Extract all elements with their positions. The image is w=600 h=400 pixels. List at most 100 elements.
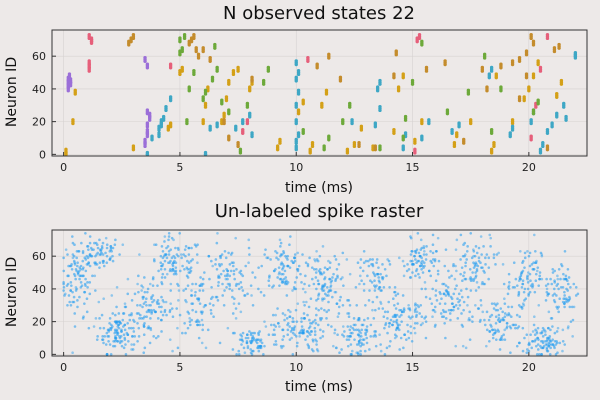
spike-point <box>315 299 318 302</box>
spike-point <box>186 284 190 287</box>
spike-point <box>237 287 241 291</box>
spike-point <box>459 289 463 292</box>
spike-point <box>532 267 535 271</box>
spike-point <box>346 344 350 348</box>
spike-point <box>118 335 121 338</box>
spike-point <box>519 249 522 253</box>
spike-point <box>264 248 267 251</box>
spike-point <box>334 346 338 350</box>
spike-point <box>93 274 97 278</box>
spike-point <box>433 258 437 261</box>
spike-point <box>184 254 187 258</box>
spike-point <box>536 343 540 346</box>
spike-point <box>230 261 234 265</box>
spike-point <box>127 326 131 330</box>
spike-point <box>564 114 568 119</box>
spike-point <box>543 339 547 343</box>
spike-point <box>259 339 262 343</box>
spike-point <box>148 282 152 286</box>
spike-point <box>152 308 156 312</box>
spike-point <box>396 85 401 89</box>
spike-point <box>157 269 160 273</box>
spike-point <box>281 272 285 276</box>
spike-point <box>132 326 135 330</box>
spike-point <box>316 297 320 301</box>
spike-point <box>469 289 473 292</box>
spike-point <box>521 279 525 283</box>
spike-point <box>523 251 527 255</box>
spike-point <box>303 282 306 286</box>
spike-point <box>548 353 552 356</box>
spike-point <box>290 336 293 340</box>
spike-point <box>201 277 205 281</box>
spike-point <box>408 308 412 312</box>
spike-point <box>115 305 118 309</box>
spike-point <box>76 264 79 268</box>
spike-point <box>274 249 277 253</box>
spike-point <box>535 259 538 263</box>
spike-point <box>367 264 371 268</box>
spike-point <box>291 289 294 292</box>
spike-point <box>362 282 366 286</box>
spike-point <box>399 336 403 340</box>
spike-point <box>469 231 473 235</box>
spike-point <box>194 245 198 248</box>
spike-point <box>555 294 558 297</box>
spike-point <box>140 284 143 287</box>
spike-point <box>307 284 311 287</box>
spike-point <box>305 300 308 304</box>
spike-point <box>194 282 198 286</box>
spike-point <box>498 320 502 323</box>
spike-point <box>227 134 231 138</box>
spike-point <box>538 277 541 281</box>
spike-point <box>162 300 166 304</box>
spike-point <box>549 317 553 320</box>
spike-point <box>539 251 543 255</box>
spike-point <box>137 274 140 278</box>
spike-point <box>515 344 519 348</box>
spike-point <box>515 313 519 317</box>
spike-point <box>141 297 145 301</box>
spike-point <box>422 261 426 265</box>
spike-point <box>507 285 510 289</box>
spike-point <box>523 336 526 340</box>
spike-point <box>566 267 570 271</box>
spike-point <box>237 353 241 356</box>
spike-point <box>567 299 570 302</box>
spike-point <box>123 336 127 340</box>
spike-point <box>397 256 401 260</box>
spike-point <box>495 253 499 256</box>
spike-point <box>267 284 271 287</box>
spike-point <box>555 339 558 343</box>
spike-point <box>169 282 173 286</box>
spike-point <box>286 258 289 261</box>
spike-point <box>138 313 142 317</box>
spike-point <box>269 258 272 261</box>
spike-point <box>458 303 462 307</box>
spike-point <box>328 266 332 269</box>
spike-point <box>161 249 165 253</box>
spike-point <box>385 274 388 278</box>
spike-point <box>105 243 109 247</box>
spike-point <box>454 264 457 268</box>
spike-point <box>526 249 529 253</box>
spike-point <box>161 299 165 302</box>
spike-point <box>328 261 332 265</box>
spike-point <box>557 267 561 271</box>
spike-point <box>321 299 324 302</box>
spike-point <box>387 325 391 328</box>
spike-point <box>200 318 204 322</box>
spike-point <box>292 320 296 323</box>
spike-point <box>274 339 278 343</box>
spike-point <box>502 333 505 337</box>
spike-point <box>258 330 261 333</box>
spike-point <box>321 297 324 301</box>
spike-point <box>444 317 448 320</box>
spike-point <box>393 336 397 340</box>
spike-point <box>418 264 422 268</box>
spike-point <box>553 269 557 273</box>
spike-point <box>123 302 127 305</box>
spike-point <box>198 289 202 292</box>
spike-point <box>130 343 133 346</box>
